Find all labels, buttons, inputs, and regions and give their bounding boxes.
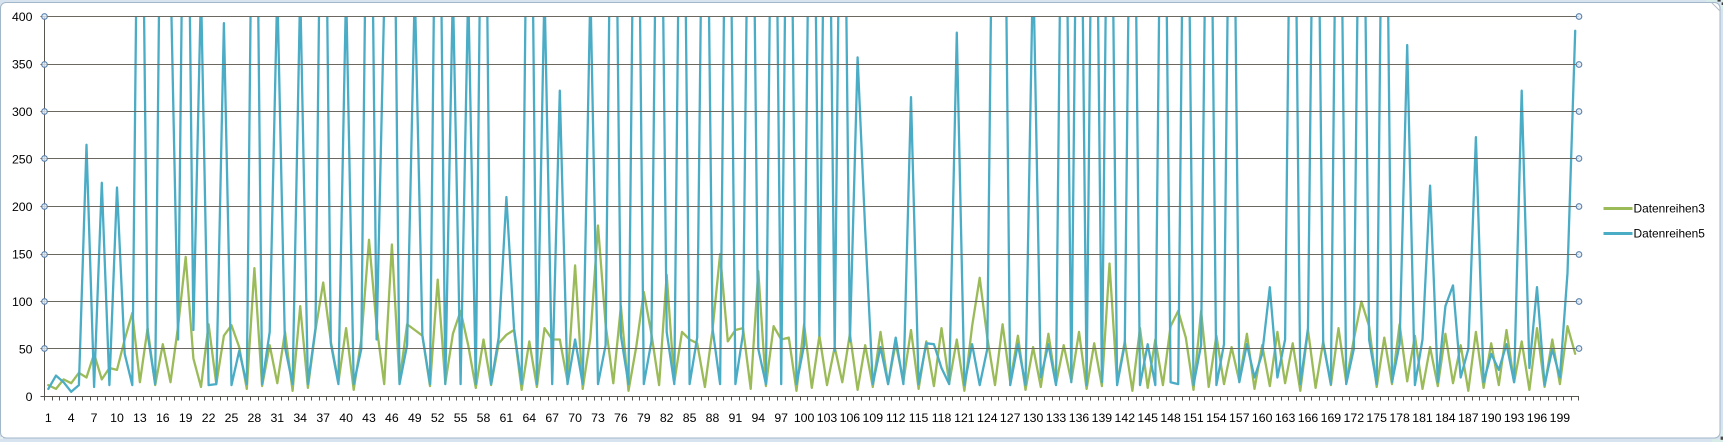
- svg-text:73: 73: [591, 411, 605, 425]
- svg-text:88: 88: [706, 411, 720, 425]
- svg-text:7: 7: [91, 411, 98, 425]
- svg-text:31: 31: [270, 411, 284, 425]
- svg-text:169: 169: [1321, 411, 1342, 425]
- svg-text:22: 22: [202, 411, 216, 425]
- svg-text:145: 145: [1137, 411, 1158, 425]
- svg-text:Datenreihen5: Datenreihen5: [1634, 227, 1706, 241]
- svg-text:106: 106: [840, 411, 861, 425]
- svg-text:97: 97: [774, 411, 788, 425]
- svg-text:157: 157: [1229, 411, 1250, 425]
- svg-text:52: 52: [431, 411, 445, 425]
- svg-text:76: 76: [614, 411, 628, 425]
- svg-text:200: 200: [12, 200, 33, 214]
- svg-text:166: 166: [1298, 411, 1319, 425]
- svg-text:133: 133: [1046, 411, 1067, 425]
- svg-text:10: 10: [110, 411, 124, 425]
- svg-text:139: 139: [1092, 411, 1113, 425]
- svg-text:154: 154: [1206, 411, 1227, 425]
- svg-text:50: 50: [19, 342, 33, 356]
- svg-text:127: 127: [1000, 411, 1021, 425]
- svg-text:193: 193: [1504, 411, 1525, 425]
- svg-text:150: 150: [12, 247, 33, 261]
- svg-text:100: 100: [12, 295, 33, 309]
- svg-text:118: 118: [932, 411, 952, 425]
- svg-text:163: 163: [1275, 411, 1296, 425]
- svg-text:40: 40: [339, 411, 353, 425]
- svg-text:190: 190: [1481, 411, 1502, 425]
- svg-text:25: 25: [225, 411, 239, 425]
- svg-text:148: 148: [1160, 411, 1181, 425]
- svg-text:70: 70: [568, 411, 582, 425]
- svg-text:43: 43: [362, 411, 376, 425]
- svg-text:13: 13: [133, 411, 147, 425]
- svg-text:136: 136: [1069, 411, 1090, 425]
- svg-text:178: 178: [1389, 411, 1410, 425]
- svg-text:184: 184: [1435, 411, 1456, 425]
- svg-text:91: 91: [729, 411, 743, 425]
- svg-text:181: 181: [1412, 411, 1433, 425]
- svg-text:199: 199: [1550, 411, 1571, 425]
- svg-text:172: 172: [1344, 411, 1365, 425]
- svg-text:67: 67: [545, 411, 559, 425]
- svg-text:49: 49: [408, 411, 422, 425]
- svg-text:4: 4: [68, 411, 75, 425]
- svg-text:121: 121: [954, 411, 975, 425]
- svg-text:112: 112: [886, 411, 906, 425]
- svg-text:28: 28: [248, 411, 262, 425]
- svg-text:100: 100: [794, 411, 815, 425]
- svg-text:1: 1: [45, 411, 52, 425]
- svg-text:37: 37: [316, 411, 330, 425]
- svg-text:79: 79: [637, 411, 651, 425]
- svg-text:124: 124: [977, 411, 998, 425]
- svg-text:151: 151: [1183, 411, 1204, 425]
- svg-text:Datenreihen3: Datenreihen3: [1634, 202, 1706, 216]
- svg-text:61: 61: [500, 411, 514, 425]
- svg-text:34: 34: [293, 411, 307, 425]
- svg-text:400: 400: [12, 10, 33, 24]
- svg-text:109: 109: [863, 411, 884, 425]
- svg-text:196: 196: [1527, 411, 1548, 425]
- svg-text:250: 250: [12, 152, 33, 166]
- svg-text:160: 160: [1252, 411, 1273, 425]
- svg-text:94: 94: [751, 411, 765, 425]
- svg-text:46: 46: [385, 411, 399, 425]
- svg-text:85: 85: [683, 411, 697, 425]
- svg-text:187: 187: [1458, 411, 1479, 425]
- svg-text:58: 58: [477, 411, 491, 425]
- svg-text:115: 115: [909, 411, 929, 425]
- svg-text:142: 142: [1115, 411, 1136, 425]
- svg-text:64: 64: [522, 411, 536, 425]
- svg-text:19: 19: [179, 411, 193, 425]
- svg-text:175: 175: [1366, 411, 1387, 425]
- svg-text:0: 0: [26, 390, 33, 404]
- svg-text:130: 130: [1023, 411, 1044, 425]
- svg-text:82: 82: [660, 411, 674, 425]
- svg-text:103: 103: [817, 411, 838, 425]
- svg-text:55: 55: [454, 411, 468, 425]
- svg-text:16: 16: [156, 411, 170, 425]
- svg-text:350: 350: [12, 57, 33, 71]
- svg-text:300: 300: [12, 105, 33, 119]
